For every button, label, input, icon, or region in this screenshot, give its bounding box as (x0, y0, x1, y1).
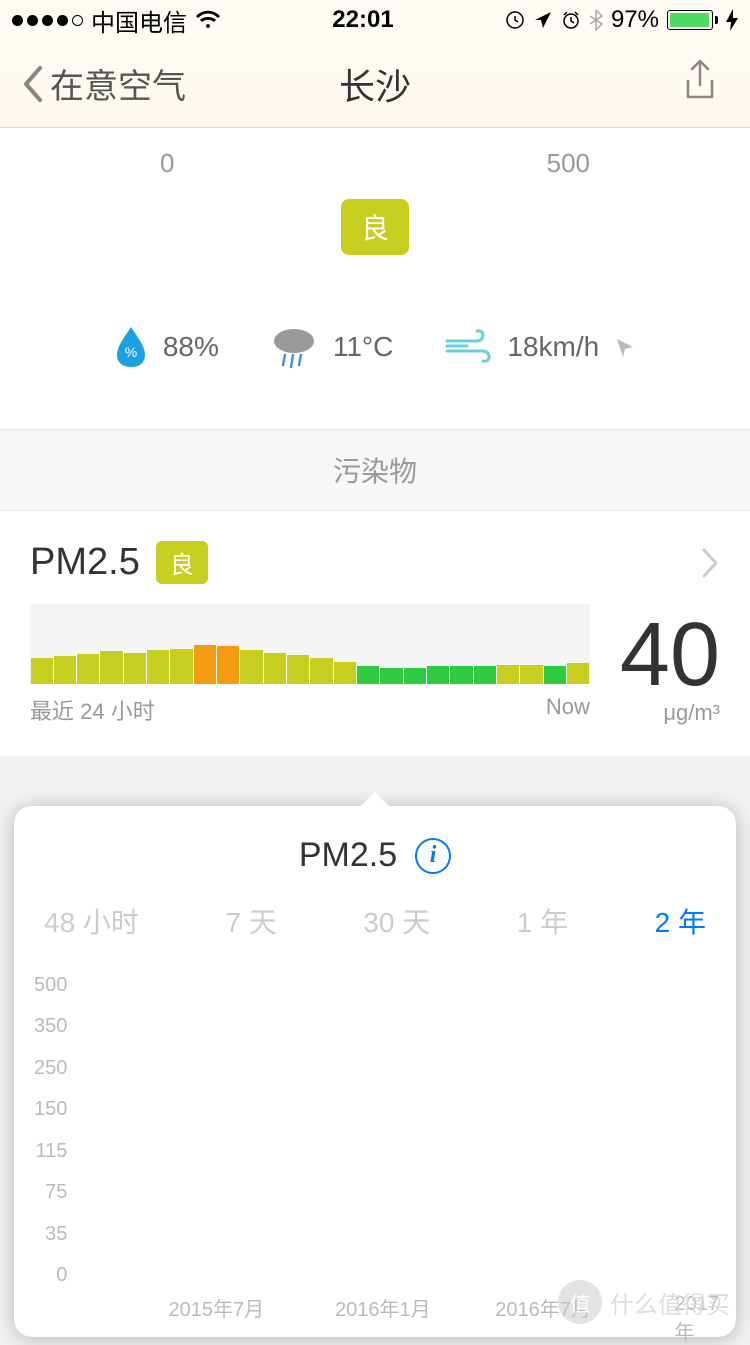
mini-bar (357, 666, 379, 684)
mini-bar (567, 663, 589, 684)
back-label: 在意空气 (50, 59, 186, 108)
aqi-min: 0 (160, 148, 174, 179)
share-icon (680, 57, 720, 105)
mini-bar (100, 651, 122, 684)
humidity-item: % 88% (113, 325, 219, 369)
mini-bar (334, 662, 356, 684)
tab-2[interactable]: 30 天 (363, 901, 430, 941)
charging-icon (726, 9, 738, 31)
mini-bar (520, 665, 542, 684)
mini-bar (474, 666, 496, 684)
mini-bar (54, 656, 76, 684)
watermark: 值 什么值得买 (558, 1280, 730, 1324)
page-title: 长沙 (339, 58, 411, 110)
mini-bar (194, 645, 216, 684)
history-title: PM2.5 (299, 836, 397, 875)
tab-0[interactable]: 48 小时 (44, 901, 139, 941)
pm25-value: 40 (620, 610, 720, 700)
aqi-max: 500 (547, 148, 590, 179)
quality-badge-row: 良 (0, 189, 750, 295)
info-icon[interactable]: i (415, 838, 451, 874)
temperature-item: 11°C (269, 325, 393, 369)
mini-bar (380, 668, 402, 684)
battery-icon (667, 10, 718, 30)
signal-icon (12, 15, 83, 26)
tab-3[interactable]: 1 年 (517, 901, 568, 941)
alarm-icon (561, 10, 581, 30)
history-tabs: 48 小时 7 天 30 天 1 年 2 年 (34, 901, 716, 965)
watermark-circle: 值 (558, 1280, 602, 1324)
mini-bar (404, 668, 426, 684)
wind-direction-icon (613, 335, 637, 359)
share-button[interactable] (680, 57, 720, 110)
tab-1[interactable]: 7 天 (225, 901, 276, 941)
mini-chart: 最近 24 小时 Now (30, 604, 590, 726)
cloud-rain-icon (269, 325, 319, 369)
history-popup: PM2.5 i 48 小时 7 天 30 天 1 年 2 年 5003502501501… (14, 806, 736, 1337)
pm25-title: PM2.5 (30, 541, 140, 584)
mini-bar (310, 658, 332, 684)
mini-bar (240, 650, 262, 684)
watermark-text: 什么值得买 (610, 1285, 730, 1320)
back-button[interactable]: 在意空气 (20, 59, 186, 108)
wind-item: 18km/h (443, 329, 637, 365)
temperature-value: 11°C (333, 331, 393, 363)
carrier-label: 中国电信 (91, 3, 187, 38)
mini-bar (217, 646, 239, 684)
mini-bar (264, 653, 286, 684)
history-chart: 50035025015011575350 2015年7月2016年1月2016年… (34, 975, 716, 1317)
bluetooth-icon (589, 9, 603, 31)
mini-label-right: Now (546, 694, 590, 726)
svg-text:%: % (125, 344, 137, 360)
humidity-icon: % (113, 325, 149, 369)
rotation-lock-icon (505, 10, 525, 30)
battery-pct-label: 97% (611, 6, 659, 34)
pollutants-header: 污染物 (0, 429, 750, 511)
nav-bar: 在意空气 长沙 (0, 40, 750, 128)
mini-bar (124, 653, 146, 684)
pm25-quality-badge: 良 (156, 541, 208, 584)
wind-icon (443, 329, 493, 365)
mini-bar (450, 666, 472, 684)
mini-bar (31, 658, 53, 684)
quality-badge: 良 (341, 199, 409, 255)
wifi-icon (195, 10, 221, 30)
pm25-card[interactable]: PM2.5 良 最近 24 小时 Now 40 μg/m³ (0, 511, 750, 756)
aqi-scale: 0 500 (0, 128, 750, 189)
chevron-left-icon (20, 64, 44, 104)
mini-bar (287, 655, 309, 684)
mini-label-left: 最近 24 小时 (30, 694, 155, 726)
chevron-right-icon (700, 546, 720, 580)
weather-row: % 88% 11°C 18km/h (0, 295, 750, 429)
mini-bar (77, 654, 99, 684)
tab-4[interactable]: 2 年 (655, 901, 706, 941)
wind-value: 18km/h (507, 331, 599, 363)
mini-bar (147, 650, 169, 684)
mini-bar (544, 666, 566, 684)
mini-bar (170, 649, 192, 684)
location-icon (533, 10, 553, 30)
mini-bar (427, 666, 449, 684)
humidity-value: 88% (163, 331, 219, 363)
y-axis: 50035025015011575350 (34, 975, 75, 1285)
time-label: 22:01 (332, 6, 393, 34)
status-bar: 中国电信 22:01 97% (0, 0, 750, 40)
mini-bar (497, 665, 519, 684)
